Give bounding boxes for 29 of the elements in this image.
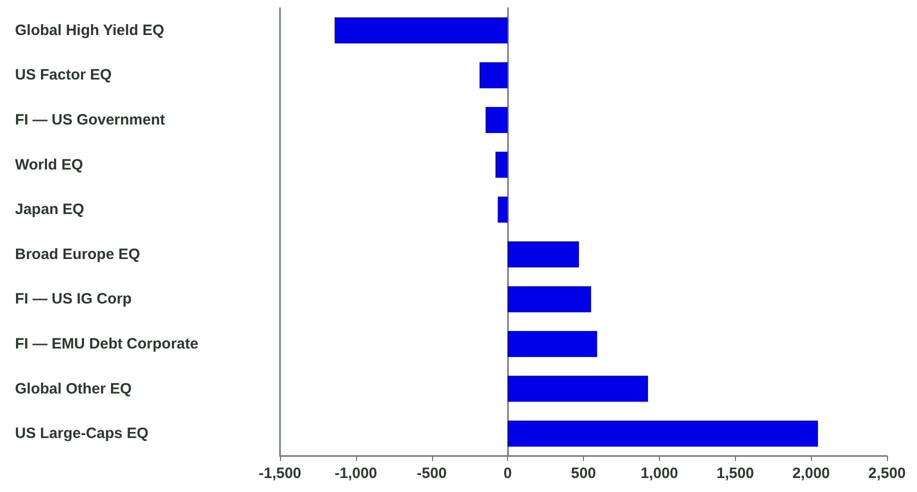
bar [334, 17, 508, 44]
y-tick-label: FI — US Government [15, 112, 166, 128]
x-tick-label: 2,000 [792, 465, 830, 482]
x-tick-label: 1,500 [716, 465, 754, 482]
x-tick-label: -500 [416, 465, 447, 482]
bar [508, 286, 592, 312]
y-tick-label: US Large-Caps EQ [15, 425, 149, 442]
x-tick-label: 2,500 [868, 465, 906, 482]
x-tick-label: -1,500 [258, 465, 302, 482]
x-tick-label: 1,000 [640, 465, 678, 482]
bar [486, 107, 508, 133]
x-tick-label: 0 [503, 465, 512, 482]
bar [508, 376, 648, 402]
x-tick-label: -1,000 [334, 465, 378, 482]
bar [480, 62, 508, 88]
y-tick-label: Global High Yield EQ [15, 22, 165, 39]
bar [508, 331, 598, 357]
bar [508, 420, 818, 447]
y-tick-label: Global Other EQ [15, 380, 132, 398]
x-tick-label: 500 [570, 465, 596, 482]
bar [495, 152, 508, 178]
bar [508, 241, 579, 268]
y-tick-label: FI — US IG Corp [15, 290, 132, 308]
bar [498, 196, 508, 223]
y-tick-label: Japan EQ [15, 201, 85, 218]
y-tick-label: Broad Europe EQ [15, 246, 140, 263]
y-tick-label: World EQ [15, 156, 84, 174]
y-tick-label: FI — EMU Debt Corporate [15, 336, 198, 352]
y-tick-label: US Factor EQ [15, 66, 112, 84]
